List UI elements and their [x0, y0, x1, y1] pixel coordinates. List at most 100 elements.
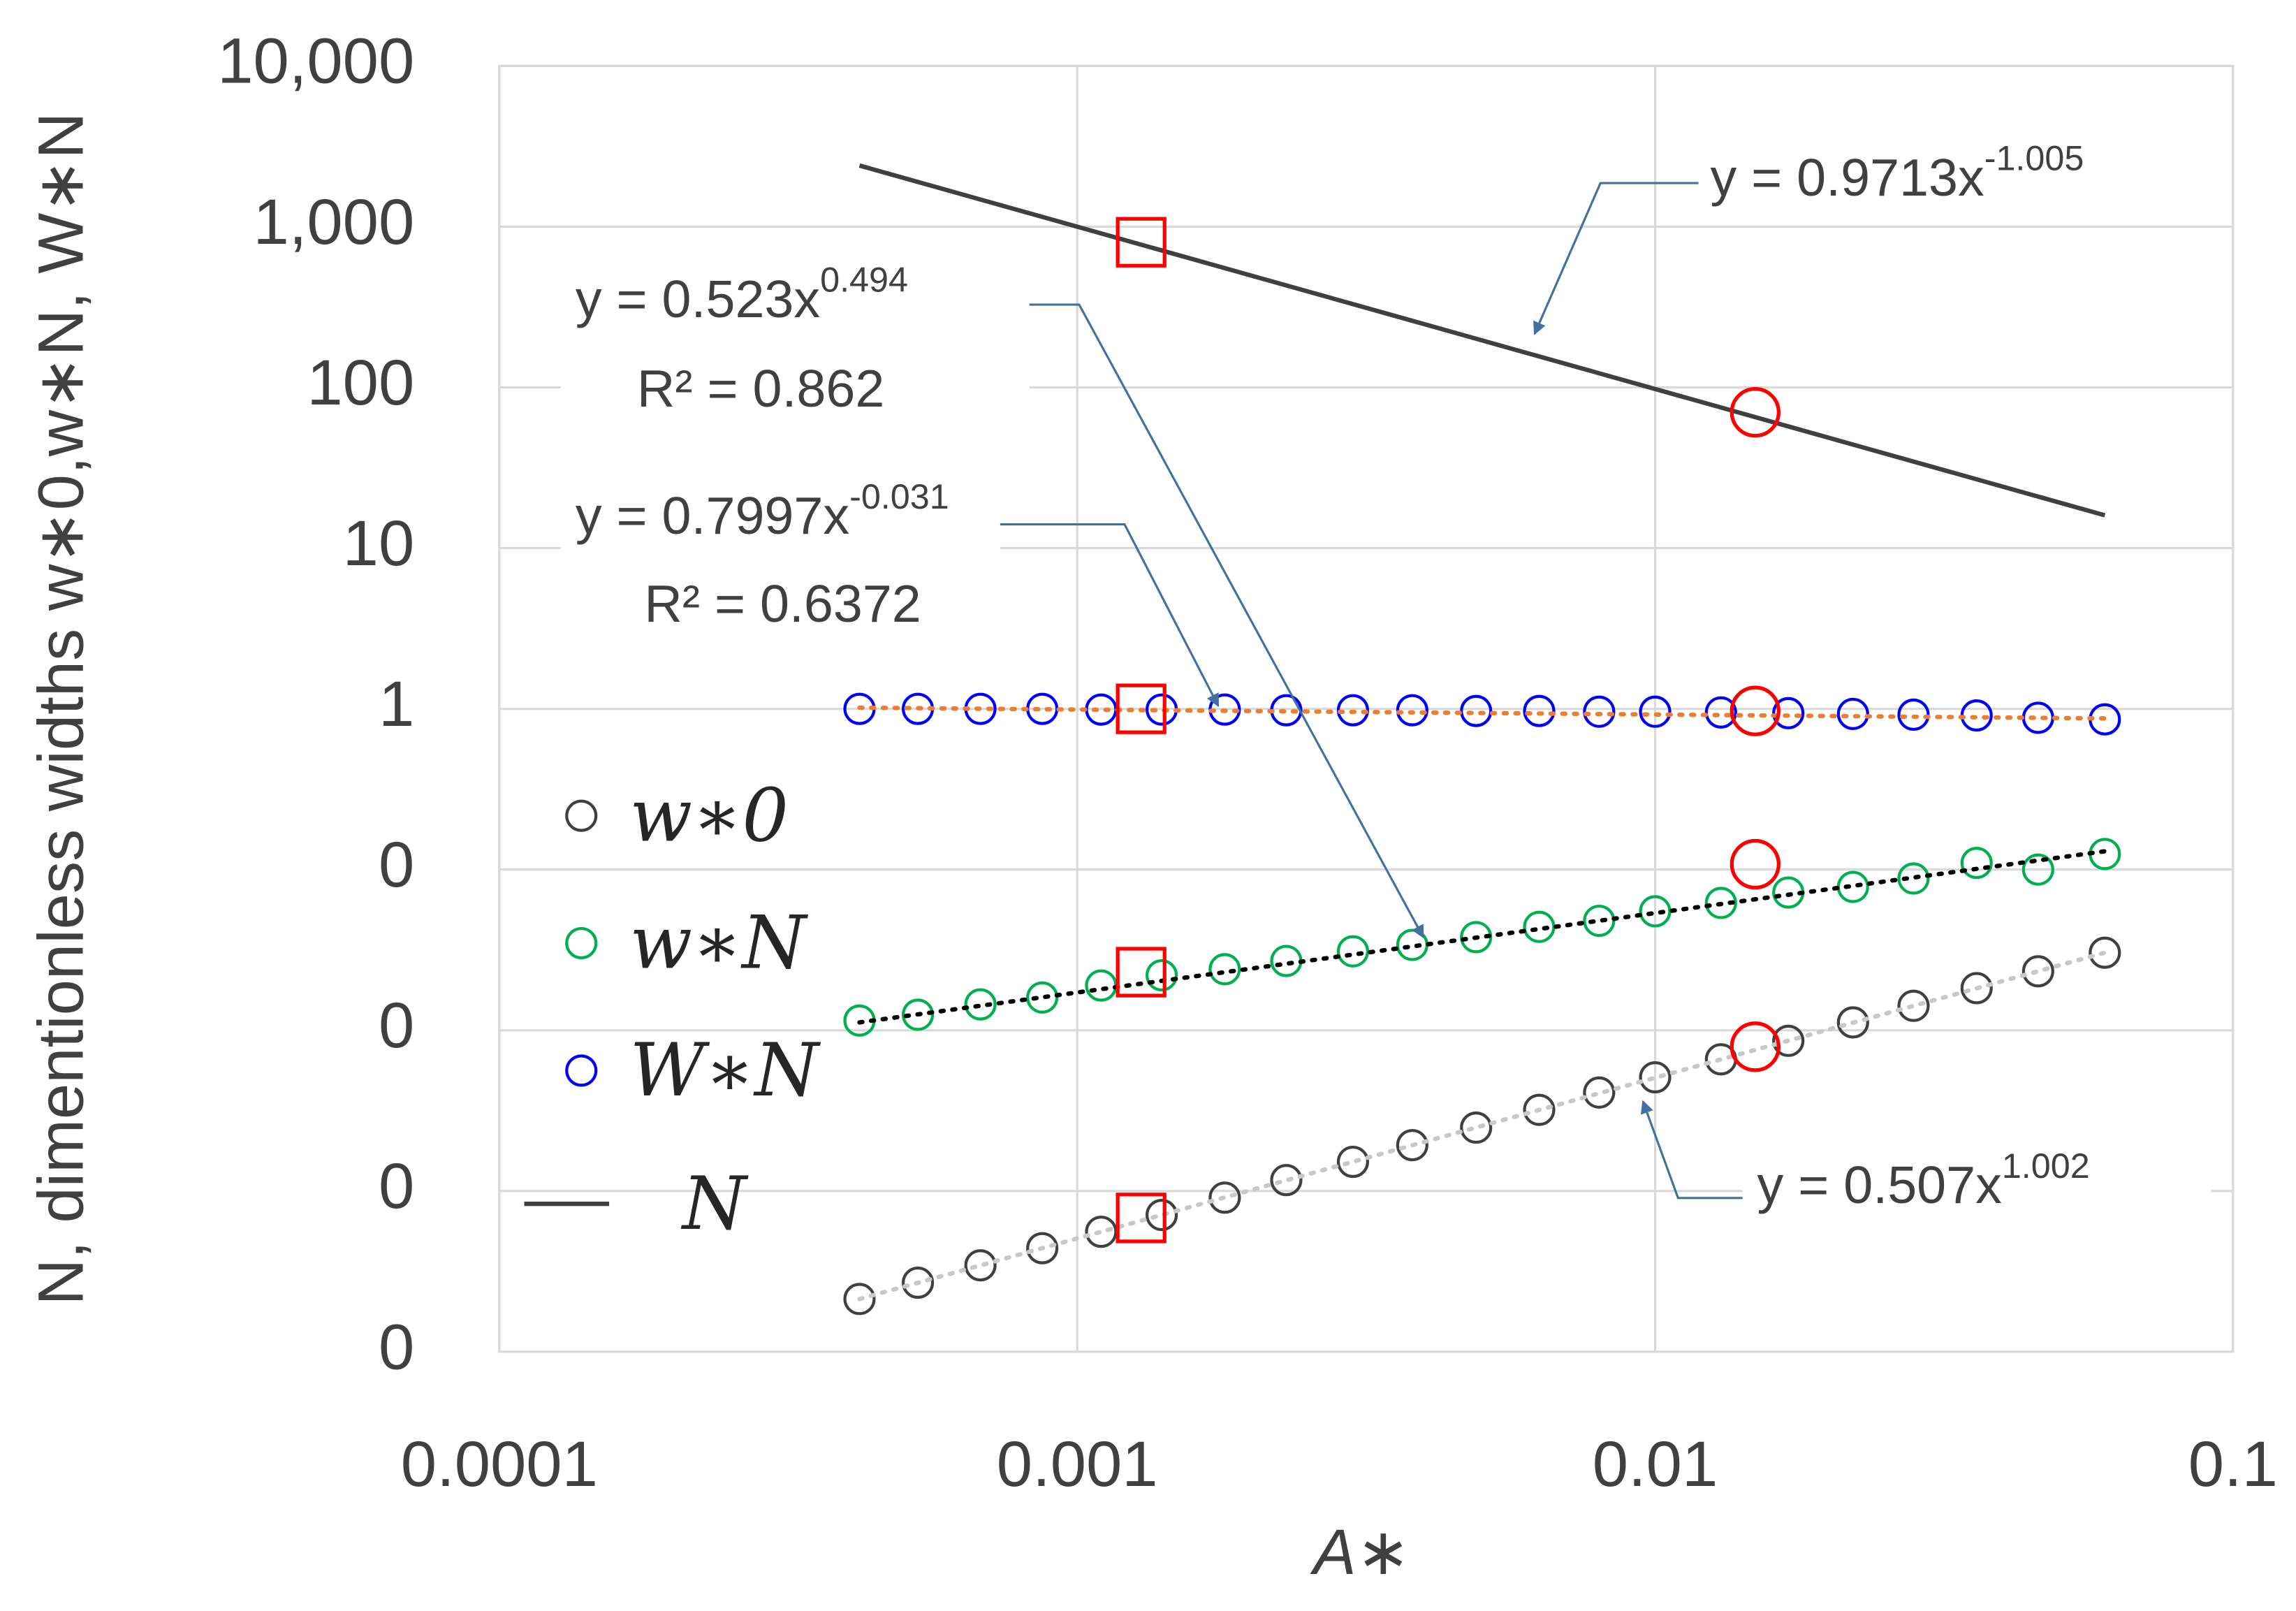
highlight-square: [1116, 217, 1167, 268]
scatter-point: [2089, 838, 2121, 870]
annotation-exponent: -1.005: [1984, 138, 2084, 178]
y-tick-label: 0: [379, 1311, 414, 1383]
y-tick-label: 0: [379, 989, 414, 1061]
scatter-point: [1336, 935, 1369, 968]
highlight-circle: [1730, 838, 1781, 890]
scatter-point: [1523, 694, 1556, 727]
scatter-point: [1704, 887, 1737, 919]
highlight-square: [1116, 947, 1167, 998]
scatter-point: [902, 998, 935, 1031]
annotation: y = 0.523x0.494: [576, 260, 908, 328]
annotation-equation: y = 0.9713x: [1710, 148, 1984, 207]
highlight-circle: [1730, 386, 1781, 438]
arrow: [1533, 182, 1699, 335]
trendline: [857, 705, 2107, 721]
legend-label: w∗0: [629, 773, 789, 858]
scatter-point: [2089, 936, 2121, 969]
scatter-point: [1208, 953, 1241, 986]
arrow: [1000, 523, 1220, 708]
scatter-point: [1460, 1111, 1493, 1144]
y-tick-label: 0: [379, 829, 414, 901]
annotation-equation: y = 0.7997x: [576, 486, 849, 545]
scatter-point: [1836, 697, 1869, 730]
trendline: [857, 950, 2107, 1302]
scatter-point: [1523, 910, 1556, 943]
scatter-point: [1026, 1232, 1059, 1264]
legend-label: W∗N: [629, 1028, 821, 1113]
scatter-point: [1639, 1061, 1672, 1094]
annotation-r2: R² = 0.6372: [644, 574, 921, 633]
scatter-point: [1836, 870, 1869, 903]
x-axis-title: A∗: [1310, 1516, 1410, 1588]
x-tick-label: 0.01: [1593, 1428, 1718, 1500]
plot-border: [498, 64, 2235, 1353]
scatter-point: [1897, 698, 1930, 731]
scatter-point: [964, 1249, 997, 1282]
scatter-point: [1270, 945, 1303, 977]
legend-marker: [565, 1054, 598, 1087]
annotation-background: [1742, 1151, 2211, 1227]
y-tick-label: 10: [343, 507, 415, 579]
scatter-point: [1772, 697, 1805, 729]
scatter-point: [2021, 701, 2054, 734]
annotation: y = 0.507x1.002: [1757, 1146, 2090, 1214]
scatter-point: [843, 1283, 876, 1315]
legend-label: w∗N: [629, 901, 808, 986]
scatter-point: [902, 1266, 935, 1299]
legend-marker: [565, 926, 598, 960]
scatter-point: [2021, 955, 2054, 988]
annotation-background: [560, 261, 1030, 434]
scatter-point: [1085, 1216, 1118, 1248]
highlight-circle: [1730, 685, 1781, 736]
annotation-equation: y = 0.507x: [1757, 1156, 2002, 1214]
annotation-arrows: [944, 182, 1746, 1200]
scatter-point: [1336, 1145, 1369, 1179]
arrow: [1640, 1100, 1746, 1200]
y-tick-label: 100: [307, 347, 414, 418]
legend: w∗0 w∗N W∗N N: [524, 773, 821, 1246]
scatter-point: [1772, 1024, 1805, 1057]
annotation-background: [560, 477, 1000, 650]
scatter-point: [1897, 862, 1930, 895]
x-tick-label: 0.0001: [401, 1428, 598, 1500]
series-line: [858, 163, 2106, 518]
annotation-r2: R² = 0.862: [637, 359, 884, 418]
legend-label: N: [680, 1161, 749, 1246]
scatter-point: [1836, 1006, 1869, 1039]
y-tick-label: 0: [379, 1150, 414, 1222]
marks: [843, 163, 2121, 1315]
annotation: y = 0.7997x-0.031: [576, 476, 949, 545]
scatter-point: [1960, 847, 1993, 880]
y-axis-title: N, dimentionless widths w∗0,w∗N, W∗N: [25, 112, 97, 1306]
scatter-point: [1208, 1181, 1241, 1214]
scatter-point: [1583, 1076, 1616, 1109]
scatter-point: [1270, 1164, 1303, 1197]
highlight-circle: [1730, 1021, 1781, 1072]
scatter-point: [1026, 981, 1059, 1014]
scatter-point: [2021, 853, 2054, 886]
annotation-exponent: 1.002: [2002, 1146, 2090, 1186]
highlight-square: [1116, 1193, 1167, 1244]
y-tick-label: 10,000: [217, 25, 414, 97]
y-tick-label: 1: [379, 668, 414, 740]
annotations: y = 0.9713x-1.005 y = 0.523x0.494 R² = 0.8…: [560, 138, 2211, 1227]
scatter-point: [1460, 694, 1493, 727]
scatter-point: [964, 988, 997, 1021]
trendline: [857, 849, 2107, 1025]
annotation-background: [1698, 143, 2204, 220]
scatter-point: [1085, 969, 1118, 1002]
scatter-point: [1960, 972, 1993, 1005]
highlight-square: [1116, 683, 1167, 734]
x-tick-label: 0.001: [997, 1428, 1158, 1500]
scatter-point: [1523, 1093, 1556, 1126]
scatter-point: [1583, 695, 1616, 728]
scatter-point: [1897, 989, 1930, 1022]
annotation: y = 0.9713x-1.005: [1710, 138, 2084, 207]
y-tick-label: 1,000: [253, 186, 414, 258]
scatter-point: [1639, 695, 1672, 728]
annotation-exponent: 0.494: [820, 260, 908, 300]
scatter-point: [1146, 1199, 1178, 1232]
legend-marker: [565, 799, 598, 832]
